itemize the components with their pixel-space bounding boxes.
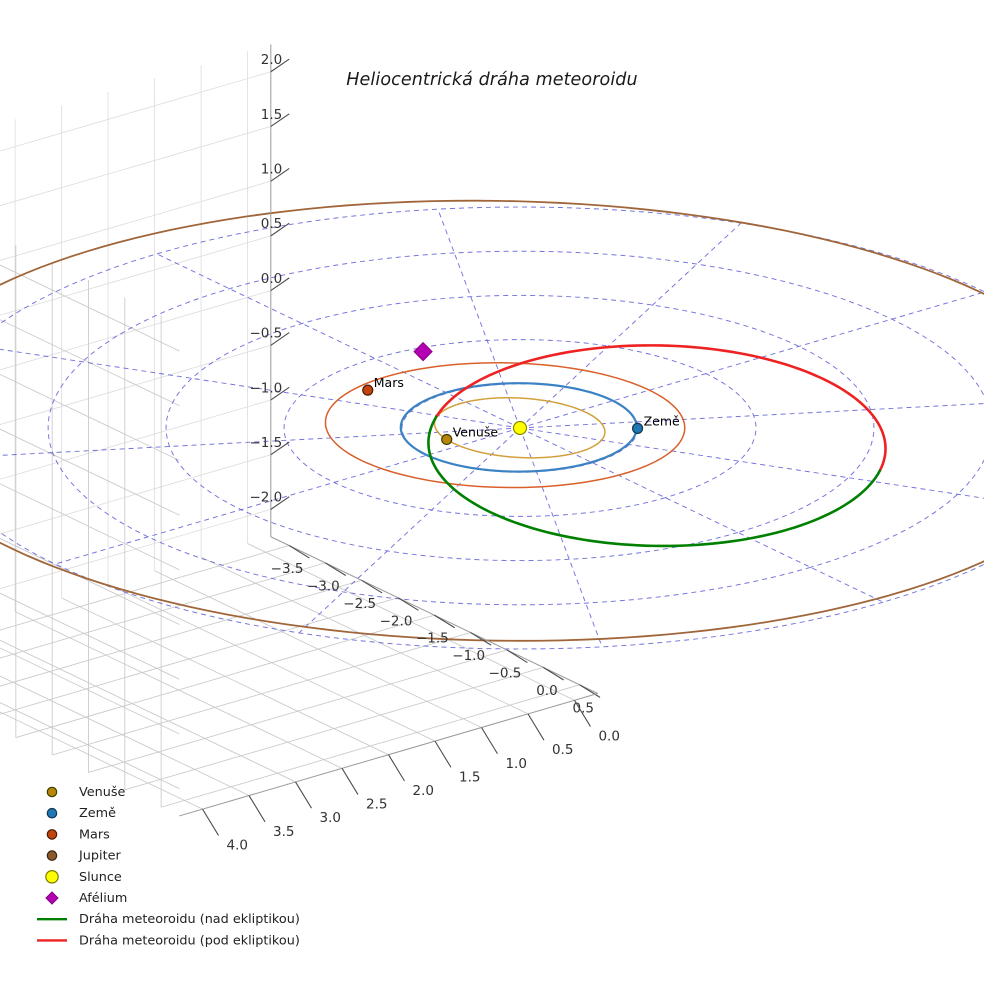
ecliptic-spoke	[519, 291, 984, 429]
legend-label: Země	[79, 806, 116, 821]
z-tick-label: 0.5	[261, 216, 282, 232]
x-tick-label: 0.5	[573, 700, 594, 716]
label-mars: Mars	[374, 375, 404, 390]
y-tick-label: 0.5	[552, 742, 573, 758]
label-zem: Země	[644, 413, 680, 428]
legend-marker-slunce	[45, 869, 59, 884]
legend-marker-afelium	[45, 891, 59, 905]
legend-label: Dráha meteoroidu (pod ekliptikou)	[79, 933, 300, 948]
marker-mars	[362, 384, 374, 396]
label-venue: Venuše	[453, 424, 499, 439]
y-tick-label: 3.5	[273, 824, 294, 840]
ecliptic-spoke	[519, 403, 984, 429]
ecliptic-spoke	[298, 427, 521, 634]
x-tick-label: −3.0	[307, 578, 340, 594]
meteoroid-orbit-above-ecliptic	[427, 415, 882, 548]
legend-label: Dráha meteoroidu (nad ekliptikou)	[79, 912, 300, 927]
z-tick-label: −1.5	[249, 435, 282, 451]
marker-zem	[631, 422, 644, 434]
legend-marker-venue	[46, 786, 58, 798]
axes-gridlines	[0, 51, 580, 810]
ecliptic-spoke	[0, 427, 521, 456]
marker-venue	[441, 433, 453, 446]
axes-panels	[0, 44, 598, 816]
ecliptic-spoke	[519, 427, 603, 648]
meteoroid-orbit-below-ecliptic	[434, 344, 887, 473]
orbit-mars	[324, 362, 686, 489]
x-tick-label: −2.0	[380, 613, 413, 629]
y-tick-label: 1.0	[505, 756, 526, 772]
ecliptic-spoke	[156, 253, 521, 429]
z-tick-label: 1.0	[261, 161, 282, 177]
legend-marker-jupiter	[46, 850, 58, 861]
ecliptic-spoke	[519, 222, 742, 429]
y-tick-label: 4.0	[227, 837, 248, 853]
ecliptic-spoke	[519, 427, 984, 499]
x-tick-label: −0.5	[489, 666, 522, 682]
x-tick-label: −3.5	[271, 561, 304, 577]
ecliptic-reference-grid	[0, 206, 984, 650]
orbit-curves	[0, 199, 984, 642]
axis-spines-and-ticks: −3.5−3.0−2.5−2.0−1.5−1.0−0.50.00.50.00.5…	[179, 44, 620, 853]
z-tick-label: −2.0	[249, 490, 282, 506]
y-tick-label: 2.5	[366, 797, 387, 813]
y-tick-label: 0.0	[598, 729, 619, 745]
z-tick-label: 2.0	[261, 52, 282, 68]
legend-label: Slunce	[79, 870, 122, 885]
marker-slunce	[512, 420, 528, 436]
legend-label: Venuše	[79, 785, 126, 800]
body-labels: Venuše Země Mars	[374, 375, 680, 439]
marker-aphelion	[413, 341, 433, 362]
ecliptic-spoke	[0, 348, 521, 429]
legend-marker-zem	[46, 807, 58, 819]
y-tick-label: 3.0	[320, 810, 341, 826]
x-tick-label: 0.0	[536, 683, 557, 699]
x-tick-label: −1.5	[416, 631, 449, 647]
legend-label: Mars	[79, 827, 110, 842]
orbit-earth	[399, 382, 638, 473]
ecliptic-spoke	[519, 427, 884, 603]
y-tick-label: 2.0	[412, 783, 433, 799]
orbit-jupiter	[0, 199, 984, 642]
legend-marker-mars	[46, 829, 58, 840]
orbit-venus	[433, 397, 606, 459]
y-tick-label: 1.5	[459, 769, 480, 785]
x-tick-label: −2.5	[343, 596, 376, 612]
page-title: Heliocentrická dráha meteoroidu	[346, 70, 638, 90]
z-tick-label: −0.5	[249, 326, 282, 342]
ecliptic-ring	[47, 250, 984, 606]
ecliptic-spoke	[437, 208, 521, 429]
z-tick-label: 0.0	[261, 271, 282, 287]
body-markers	[362, 341, 644, 446]
x-tick-label: −1.0	[452, 648, 485, 664]
z-tick-label: 1.5	[261, 107, 282, 123]
legend-label: Jupiter	[78, 849, 121, 864]
z-tick-label: −1.0	[249, 380, 282, 396]
legend: Venuše Země Mars Jupiter Slunce Afélium Dráha …	[37, 785, 300, 948]
legend-label: Afélium	[79, 891, 127, 906]
